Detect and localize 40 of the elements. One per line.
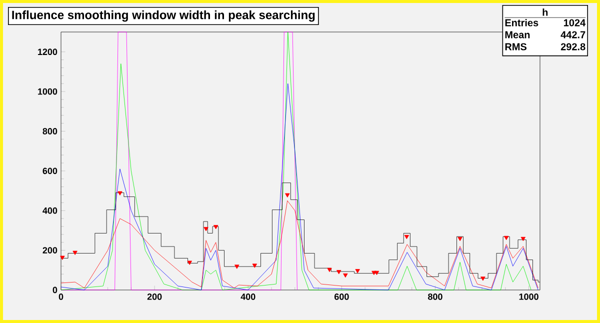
point: [187, 260, 192, 265]
text: Entries: [505, 18, 538, 26]
point: [343, 273, 348, 278]
y-tick-label: 400: [42, 207, 58, 214]
point: [204, 227, 208, 232]
point: [285, 193, 290, 198]
point: [336, 270, 342, 274]
text: 1024: [564, 19, 586, 26]
point: [355, 269, 360, 274]
point: [213, 225, 218, 230]
point: [504, 236, 509, 240]
point: [458, 236, 462, 242]
text: 442.7: [560, 31, 586, 38]
x-tick-label: 800: [428, 294, 442, 300]
x-tick-label: 1000: [519, 294, 538, 300]
point: [480, 276, 486, 281]
y-tick-label: 0: [52, 286, 58, 294]
point: [60, 256, 65, 260]
point: [374, 270, 380, 276]
x-tick-label: 200: [147, 294, 162, 300]
point: [118, 191, 122, 196]
text: h: [542, 8, 548, 16]
y-tick-label: 1000: [38, 88, 58, 95]
point: [234, 264, 240, 269]
point: [404, 234, 410, 240]
point: [520, 236, 526, 242]
point: [327, 268, 332, 272]
annotation: RMS: [505, 43, 527, 50]
point: [72, 250, 78, 255]
y-tick-label: 200: [42, 247, 58, 254]
annotation: Mean: [505, 31, 530, 38]
point: [252, 264, 258, 268]
text: 292.8: [560, 43, 586, 50]
chart-title: Influence smoothing window width in peak searching: [12, 10, 315, 22]
y-tick-label: 800: [42, 128, 58, 134]
y-tick-label: 1200: [38, 48, 58, 56]
x-tick-label: 400: [240, 294, 256, 300]
x-tick-label: 600: [334, 294, 349, 300]
y-tick-label: 600: [42, 168, 58, 174]
x-tick-label: 0: [58, 294, 64, 300]
